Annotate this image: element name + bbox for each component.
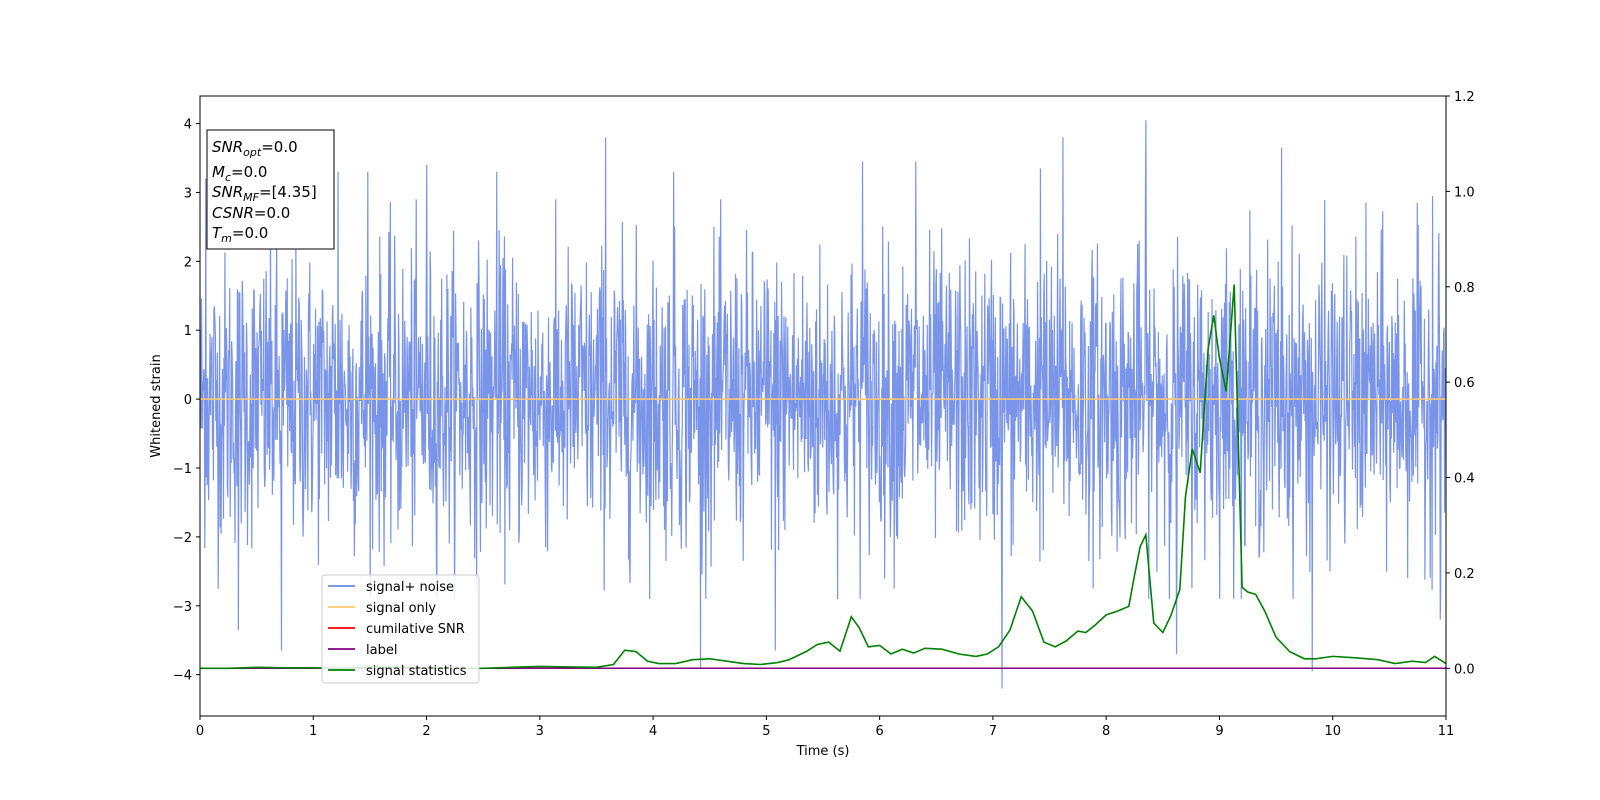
signal-statistics-line [200,284,1446,670]
y-right-tick-label: 1.2 [1454,90,1475,105]
y-tick-label: 3 [184,186,192,201]
annotation-line: Tm=0.0 [212,224,268,245]
x-tick-label: 11 [1438,724,1455,739]
y-axis-left: −4 −3 −2 −1 0 1 2 3 4 [173,118,200,684]
legend-frame [321,574,480,684]
legend-label: label [366,643,397,658]
legend-label: signal+ noise [366,580,454,595]
x-tick-label: 8 [1102,724,1110,739]
y-right-tick-label: 0.2 [1454,567,1475,582]
y-tick-label: 1 [184,324,192,339]
series-signal-statistics [200,284,1446,670]
y-tick-label: −3 [173,600,192,615]
x-axis-title: Time (s) [796,744,850,759]
legend-label: signal statistics [366,664,467,679]
x-tick-label: 9 [1215,724,1223,739]
annotation-line: SNRopt=0.0 [212,138,298,159]
y-tick-label: 4 [184,118,192,133]
x-tick-label: 7 [989,724,997,739]
legend-label: cumilative SNR [366,622,465,637]
annotation-line: CSNR=0.0 [212,204,290,222]
y-tick-label: −1 [173,462,192,477]
x-tick-label: 6 [875,724,883,739]
y-tick-label: −2 [173,531,192,546]
y-right-tick-label: 0.6 [1454,376,1475,391]
x-tick-label: 4 [649,724,657,739]
y-tick-label: −4 [173,669,192,684]
y-axis-right: 0.0 0.2 0.4 0.6 0.8 1.0 1.2 [1446,90,1475,677]
legend: signal+ noise signal only cumilative SNR la… [321,574,480,684]
annotation-line: Mc=0.0 [212,163,267,184]
y-right-tick-label: 1.0 [1454,185,1475,200]
annotation-line: SNRMF=[4.35] [212,183,317,204]
annotation-frame [206,129,335,250]
y-right-tick-label: 0.8 [1454,281,1475,296]
x-tick-label: 0 [196,724,204,739]
y-right-tick-label: 0.4 [1454,472,1475,487]
x-tick-label: 5 [762,724,770,739]
plot-frame [199,95,1447,717]
x-tick-label: 3 [536,724,544,739]
y-axis-title: Whitened strain [149,354,164,457]
y-right-tick-label: 0.0 [1454,662,1475,677]
x-axis: 0 1 2 3 4 5 6 7 8 9 10 11 [196,716,1454,739]
legend-label: signal only [366,601,436,616]
x-tick-label: 1 [309,724,317,739]
y-tick-label: 2 [184,255,192,270]
x-tick-label: 2 [422,724,430,739]
y-tick-label: 0 [184,393,192,408]
x-tick-label: 10 [1324,724,1341,739]
